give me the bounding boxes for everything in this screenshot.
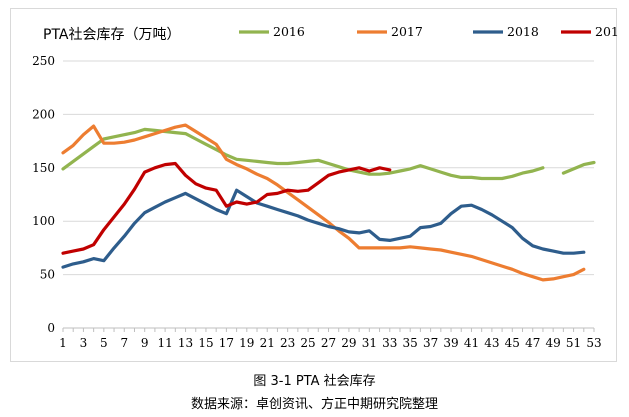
- series-layer: [61, 123, 596, 282]
- x-tick-label: 51: [566, 336, 581, 350]
- x-tick-label: 25: [300, 336, 315, 350]
- x-tick-label: 35: [403, 336, 418, 350]
- x-tick-label: 39: [443, 336, 458, 350]
- legend-label-2019: 2019: [595, 24, 618, 39]
- series-line-2016: [561, 160, 596, 175]
- x-tick-label: 47: [525, 336, 540, 350]
- x-tick-label: 41: [464, 336, 479, 350]
- x-tick-label: 27: [321, 336, 336, 350]
- x-tick-label: 49: [546, 336, 561, 350]
- x-tick-label: 33: [382, 336, 397, 350]
- legend-label-2017: 2017: [391, 24, 423, 39]
- x-tick-label: 5: [100, 336, 108, 350]
- source-note: 数据来源：卓创资讯、方正中期研究院整理: [190, 397, 438, 412]
- y-tick-label: 150: [32, 161, 55, 175]
- x-tick-label: 7: [120, 336, 128, 350]
- legend-label-2018: 2018: [507, 24, 539, 39]
- series-line-2017: [61, 123, 586, 282]
- line-chart: PTA社会库存（万吨） 2016 2017 2018 2019 0 50 100 150 20…: [32, 24, 618, 350]
- x-tick-label: 37: [423, 336, 438, 350]
- x-tick-label: 17: [219, 336, 234, 350]
- chart-frame: PTA社会库存（万吨） 2016 2017 2018 2019 0 50 100 150 20…: [10, 8, 618, 362]
- x-tick-label: 11: [157, 336, 172, 350]
- figure-caption: 图 3-1 PTA 社会库存: [253, 374, 376, 389]
- series-line-2019: [61, 161, 392, 255]
- series-line-2016: [61, 127, 545, 181]
- x-tick-label: 9: [141, 336, 149, 350]
- x-tick-label: 45: [505, 336, 520, 350]
- chart-title: PTA社会库存（万吨）: [43, 27, 180, 43]
- legend-label-2016: 2016: [273, 24, 305, 39]
- x-tick-label: 15: [198, 336, 213, 350]
- x-tick-label: 19: [239, 336, 254, 350]
- y-tick-label: 100: [32, 214, 55, 228]
- y-tick-label: 50: [40, 268, 55, 282]
- series-line-2018: [61, 188, 586, 269]
- grid: [63, 60, 594, 276]
- y-tick-label: 0: [47, 321, 55, 335]
- x-tick-label: 23: [280, 336, 295, 350]
- x-tick-label: 1: [59, 336, 67, 350]
- x-tick-label: 43: [484, 336, 499, 350]
- x-tick-label: 29: [341, 336, 356, 350]
- x-tick-label: 13: [178, 336, 193, 350]
- y-tick-label: 200: [32, 107, 55, 121]
- x-tick-label: 53: [586, 336, 601, 350]
- y-tick-label: 250: [32, 54, 55, 68]
- legend: 2016 2017 2018 2019: [239, 24, 618, 39]
- x-tick-label: 31: [362, 336, 377, 350]
- x-tick-label: 3: [80, 336, 88, 350]
- x-tick-label: 21: [260, 336, 275, 350]
